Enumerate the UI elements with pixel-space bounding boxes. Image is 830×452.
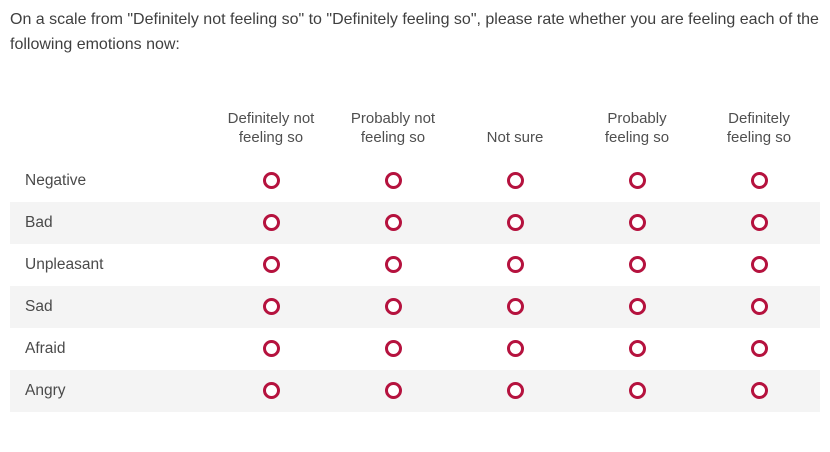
row-label-afraid: Afraid (25, 339, 66, 357)
radio-unpleasant-col-3[interactable] (506, 256, 524, 274)
radio-unpleasant-col-4[interactable] (628, 256, 646, 274)
radio-sad-col-3[interactable] (506, 298, 524, 316)
radio-angry-col-2[interactable] (384, 382, 402, 400)
radio-unpleasant-col-2[interactable] (384, 256, 402, 274)
radio-sad-col-5[interactable] (750, 298, 768, 316)
radio-afraid-col-2[interactable] (384, 340, 402, 358)
row-label-sad: Sad (25, 297, 53, 315)
radio-angry-col-3[interactable] (506, 382, 524, 400)
matrix-row-afraid: Afraid (10, 328, 820, 370)
column-header-definitely-feeling-so: Definitely feeling so (726, 109, 792, 147)
matrix-row-negative: Negative (10, 160, 820, 202)
column-header-probably-feeling-so: Probably feeling so (604, 109, 670, 147)
likert-matrix: Definitely not feeling so Probably not f… (10, 72, 820, 412)
radio-angry-col-1[interactable] (262, 382, 280, 400)
radio-afraid-col-4[interactable] (628, 340, 646, 358)
radio-unpleasant-col-1[interactable] (262, 256, 280, 274)
radio-afraid-col-5[interactable] (750, 340, 768, 358)
column-header-probably-not-feeling-so: Probably not feeling so (350, 109, 436, 147)
row-label-bad: Bad (25, 213, 53, 231)
radio-sad-col-2[interactable] (384, 298, 402, 316)
matrix-row-angry: Angry (10, 369, 820, 412)
radio-afraid-col-3[interactable] (506, 340, 524, 358)
radio-bad-col-5[interactable] (750, 214, 768, 232)
radio-negative-col-1[interactable] (262, 172, 280, 190)
radio-angry-col-5[interactable] (750, 382, 768, 400)
row-label-angry: Angry (25, 381, 66, 399)
row-label-negative: Negative (25, 171, 87, 189)
radio-bad-col-1[interactable] (262, 214, 280, 232)
radio-angry-col-4[interactable] (628, 382, 646, 400)
matrix-row-bad: Bad (10, 201, 820, 244)
matrix-row-sad: Sad (10, 285, 820, 328)
matrix-row-unpleasant: Unpleasant (10, 244, 820, 286)
column-header-definitely-not-feeling-so: Definitely not feeling so (227, 109, 315, 147)
radio-afraid-col-1[interactable] (262, 340, 280, 358)
matrix-header-row: Definitely not feeling so Probably not f… (10, 72, 820, 160)
radio-bad-col-3[interactable] (506, 214, 524, 232)
radio-bad-col-2[interactable] (384, 214, 402, 232)
radio-negative-col-4[interactable] (628, 172, 646, 190)
radio-bad-col-4[interactable] (628, 214, 646, 232)
row-label-unpleasant: Unpleasant (25, 255, 104, 273)
radio-sad-col-1[interactable] (262, 298, 280, 316)
radio-sad-col-4[interactable] (628, 298, 646, 316)
column-header-not-sure: Not sure (486, 129, 544, 147)
radio-unpleasant-col-5[interactable] (750, 256, 768, 274)
question-text: On a scale from "Definitely not feeling … (10, 11, 819, 53)
radio-negative-col-5[interactable] (750, 172, 768, 190)
radio-negative-col-3[interactable] (506, 172, 524, 190)
radio-negative-col-2[interactable] (384, 172, 402, 190)
